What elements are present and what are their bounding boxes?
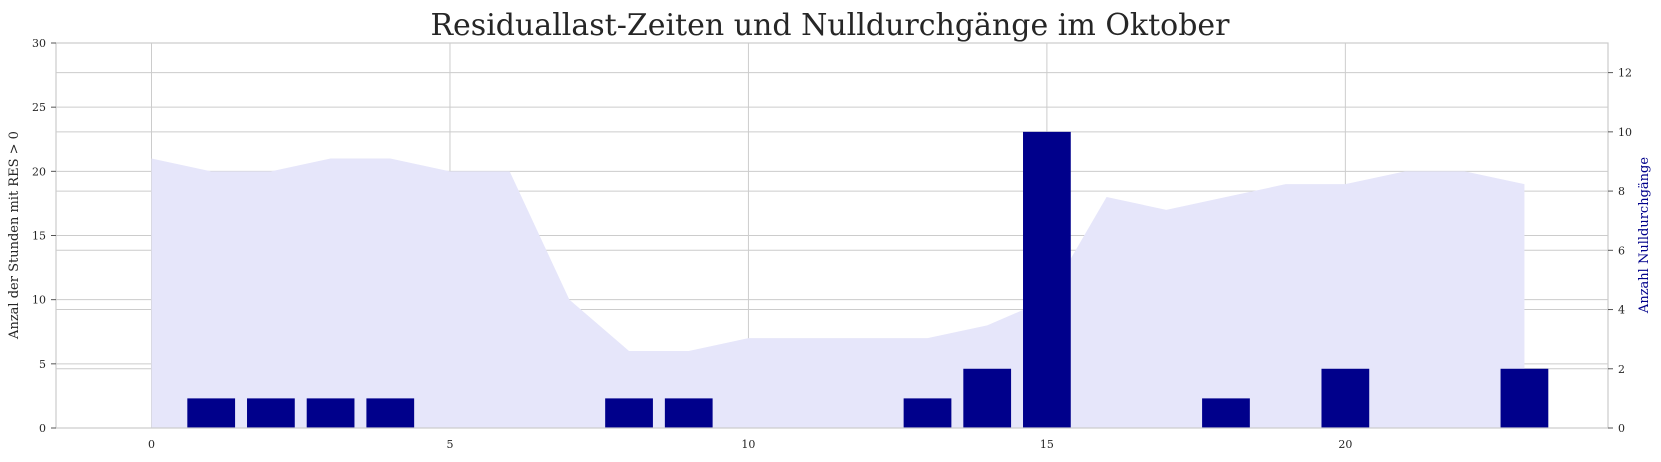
bar <box>963 368 1012 428</box>
x-tick-label: 0 <box>148 438 155 451</box>
x-tick-label: 15 <box>1040 438 1054 451</box>
y-axis-right-label: Anzahl Nulldurchgänge <box>1637 157 1652 314</box>
y-left-tick-label: 5 <box>39 358 46 371</box>
bar <box>1500 368 1549 428</box>
y-right-tick-label: 0 <box>1618 422 1625 435</box>
x-tick-label: 10 <box>741 438 755 451</box>
chart-title: Residuallast-Zeiten und Nulldurchgänge i… <box>430 8 1230 43</box>
tick-layer: 0 5 10 15 20 0 5 10 15 20 25 30 0 2 4 6 8 10 12 <box>32 37 1632 451</box>
y-left-tick-label: 10 <box>32 294 46 307</box>
plot-frame <box>51 42 1613 429</box>
y-right-tick-label: 10 <box>1618 126 1632 139</box>
y-right-tick-label: 4 <box>1618 304 1625 317</box>
x-tick-label: 20 <box>1338 438 1352 451</box>
area-layer <box>151 158 1525 428</box>
bar <box>664 398 713 428</box>
bar <box>187 398 236 428</box>
bar-layer <box>187 131 1549 428</box>
y-left-tick-label: 30 <box>32 37 46 50</box>
y-right-tick-label: 2 <box>1618 363 1625 376</box>
y-right-tick-label: 6 <box>1618 244 1625 257</box>
area-series <box>151 158 1525 428</box>
bar <box>605 398 653 428</box>
y-left-tick-label: 20 <box>32 165 46 178</box>
bar <box>1023 131 1071 428</box>
bar <box>306 398 355 428</box>
y-left-tick-label: 25 <box>32 101 46 114</box>
bar <box>903 398 952 428</box>
bar <box>1202 398 1250 428</box>
y-axis-left-label: Anzal der Stunden mit RES > 0 <box>7 131 22 340</box>
x-tick-label: 5 <box>446 438 453 451</box>
bar <box>1321 368 1370 428</box>
y-left-tick-label: 0 <box>39 422 46 435</box>
bar <box>247 398 295 428</box>
y-right-tick-label: 8 <box>1618 185 1625 198</box>
bar <box>366 398 415 428</box>
y-left-tick-label: 15 <box>32 230 46 243</box>
y-right-tick-label: 12 <box>1618 67 1632 80</box>
